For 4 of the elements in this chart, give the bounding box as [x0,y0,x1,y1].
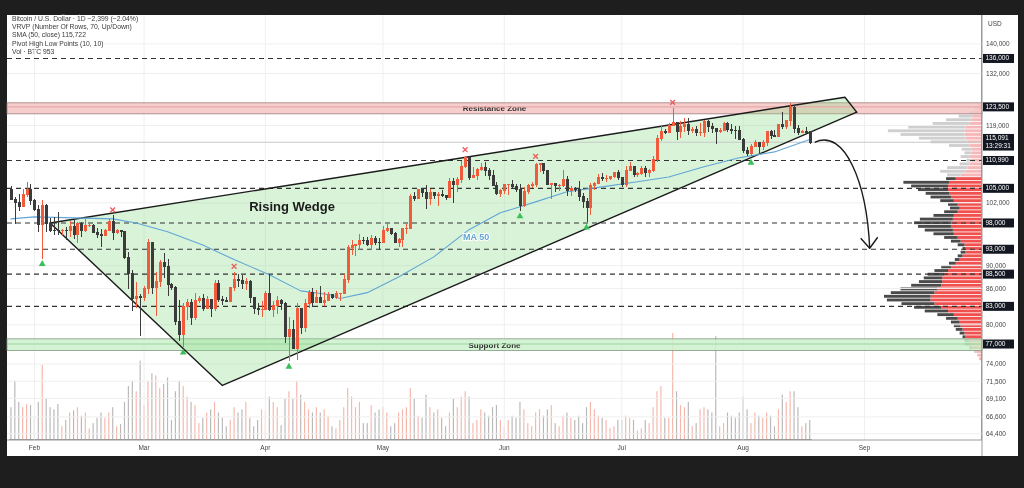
series-label: MA 50 [463,231,490,242]
band-label: Resistance Zone [462,104,527,114]
series-label: Rising Wedge [249,199,335,215]
band-label: Support Zone [468,340,522,350]
